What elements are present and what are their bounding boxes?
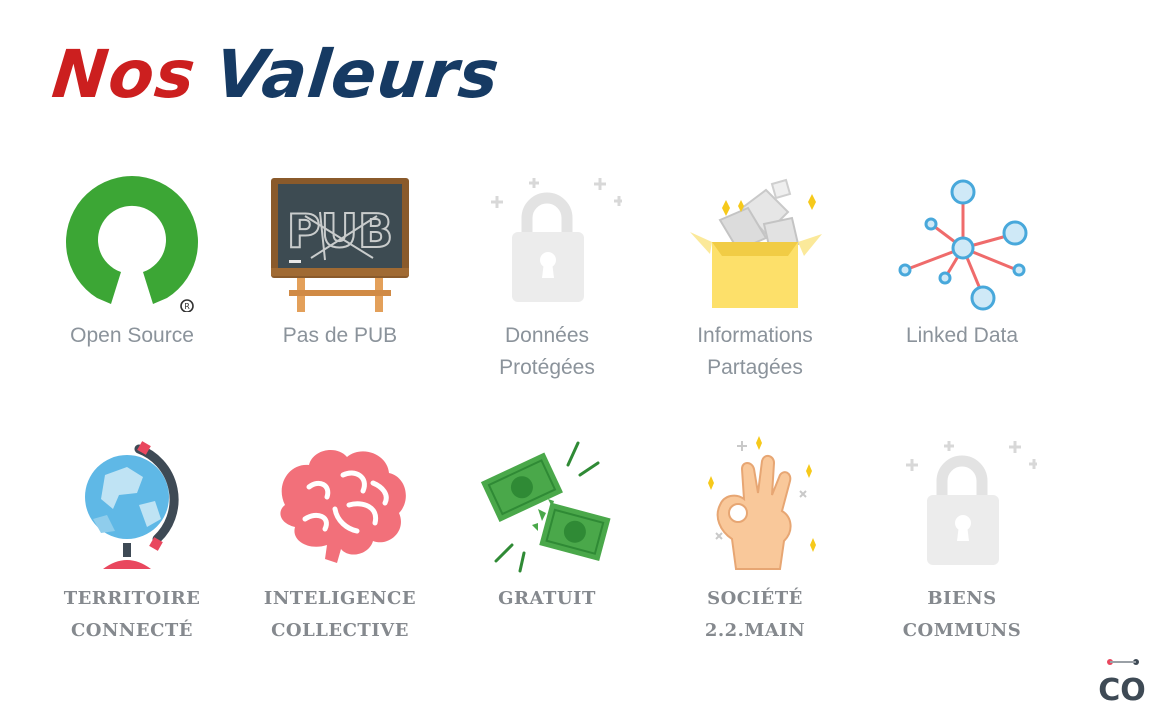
value-tile-biens-communs: BIENS COMMUNS bbox=[862, 435, 1062, 647]
chalkboard-icon: PUB bbox=[271, 178, 409, 312]
lock-icon bbox=[906, 441, 1037, 565]
page-title: Nos Valeurs bbox=[47, 36, 504, 126]
network-icon bbox=[898, 179, 1028, 311]
communecter-logo: CO bbox=[1098, 659, 1146, 706]
value-label: SOCIÉTÉ 2.2.MAIN bbox=[704, 588, 806, 641]
value-tile-societe-2-2-main: SOCIÉTÉ 2.2.MAIN bbox=[655, 435, 855, 647]
value-tile-donnees-protegees: Données Protégées bbox=[447, 172, 647, 384]
brain-icon bbox=[280, 450, 406, 563]
torn-banknote-icon bbox=[480, 441, 611, 573]
open-source-icon: R bbox=[66, 176, 199, 312]
value-tile-informations-partagees: Informations Partagées bbox=[655, 172, 855, 384]
svg-text:CO: CO bbox=[1098, 673, 1146, 706]
value-tile-gratuit: GRATUIT bbox=[447, 435, 647, 615]
open-box-icon bbox=[690, 178, 822, 308]
lock-icon bbox=[491, 178, 622, 302]
value-label: Informations Partagées bbox=[697, 324, 813, 379]
value-tile-territoire-connecte: TERRITOIRE CONNECTÉ bbox=[32, 435, 232, 647]
value-tile-open-source: R Open Source bbox=[32, 172, 232, 352]
value-label: INTELIGENCE COLLECTIVE bbox=[263, 588, 417, 641]
value-label: GRATUIT bbox=[498, 588, 596, 609]
value-label: TERRITOIRE CONNECTÉ bbox=[63, 588, 201, 641]
value-label: Données Protégées bbox=[499, 324, 595, 379]
value-label: BIENS COMMUNS bbox=[902, 588, 1022, 641]
value-tile-linked-data: Linked Data bbox=[862, 172, 1062, 352]
globe-icon bbox=[85, 441, 179, 569]
value-label: Pas de PUB bbox=[282, 324, 398, 347]
title-word-valeurs: Valeurs bbox=[211, 36, 504, 113]
svg-text:PUB: PUB bbox=[287, 204, 393, 258]
value-tile-intelligence-collective: INTELIGENCE COLLECTIVE bbox=[240, 435, 440, 647]
ok-hand-icon bbox=[708, 436, 816, 570]
value-label: Linked Data bbox=[905, 324, 1019, 347]
title-word-nos: Nos bbox=[48, 36, 200, 113]
value-label: Open Source bbox=[70, 324, 194, 347]
value-tile-pas-de-pub: PUB Pas de PUB bbox=[240, 172, 440, 352]
svg-text:R: R bbox=[184, 302, 190, 311]
